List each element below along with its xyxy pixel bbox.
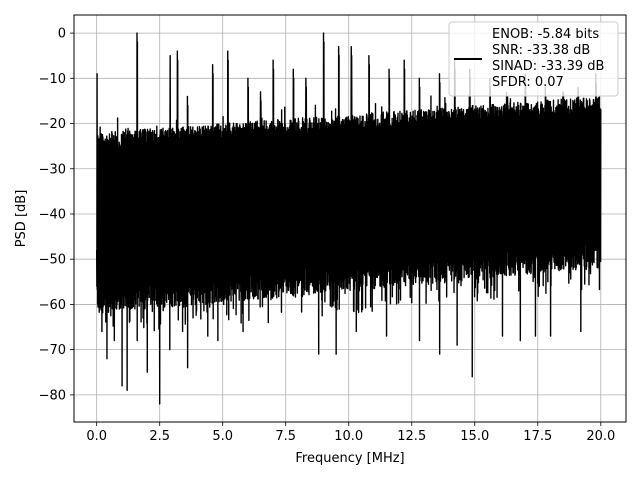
- legend-enob: ENOB: -5.84 bits: [492, 27, 599, 42]
- x-tick-label: 17.5: [523, 429, 552, 444]
- legend-box: [448, 21, 619, 97]
- x-axis-label: Frequency [MHz]: [295, 451, 404, 466]
- x-tick-label: 20.0: [586, 429, 615, 444]
- legend-sinad: SINAD: -33.39 dB: [492, 59, 604, 74]
- y-tick-label: −40: [39, 207, 66, 222]
- y-tick-label: 0: [58, 27, 66, 42]
- y-axis-label: PSD [dB]: [14, 190, 29, 248]
- ticks: 0.0 2.5 5.0 7.5 10.0 12.5 15.0 17.5 20.0 0 −10 −20 −…: [39, 27, 616, 444]
- legend-sfdr: SFDR: 0.07: [492, 75, 564, 90]
- legend-snr: SNR: -33.38 dB: [492, 43, 590, 58]
- x-tick-label: 2.5: [149, 429, 170, 444]
- y-tick-label: −50: [39, 253, 66, 268]
- y-tick-label: −20: [39, 117, 66, 132]
- psd-series-line: [95, 32, 602, 405]
- x-tick-label: 7.5: [275, 429, 296, 444]
- x-tick-label: 10.0: [334, 429, 363, 444]
- y-tick-label: −60: [39, 298, 66, 313]
- axes-frame: [73, 14, 627, 423]
- x-tick-label: 0.0: [86, 429, 107, 444]
- y-tick-label: −80: [39, 388, 66, 403]
- y-tick-label: −70: [39, 343, 66, 358]
- y-tick-label: −30: [39, 162, 66, 177]
- y-tick-label: −10: [39, 72, 66, 87]
- plot-area: [95, 32, 602, 405]
- x-tick-label: 5.0: [212, 429, 233, 444]
- x-tick-label: 12.5: [397, 429, 426, 444]
- legend: ENOB: -5.84 bits SNR: -33.38 dB SINAD: -…: [448, 21, 619, 97]
- x-tick-label: 15.0: [460, 429, 489, 444]
